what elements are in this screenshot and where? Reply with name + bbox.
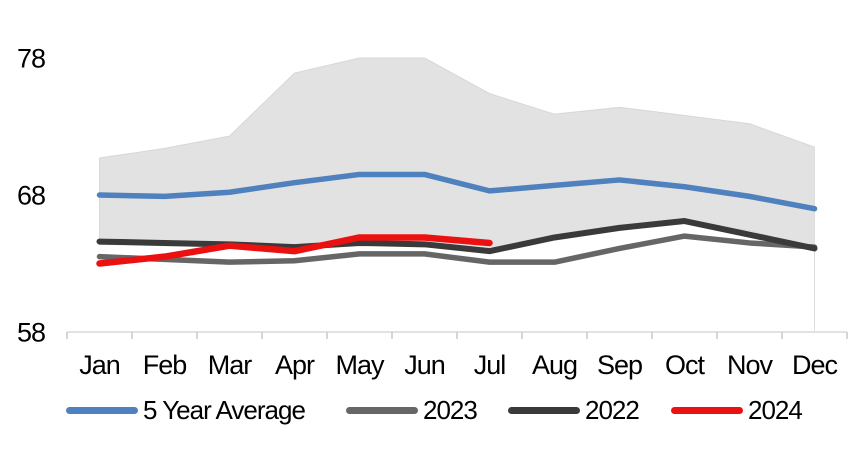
x-tick-label: Jul: [474, 350, 506, 380]
series-line-2023: [96, 233, 818, 265]
y-tick-label: 78: [17, 44, 45, 74]
legend-item-2023[interactable]: 2023: [346, 394, 478, 425]
legend-label-2024: 2024: [748, 394, 803, 425]
legend-item-5-year-average[interactable]: 5 Year Average: [66, 394, 306, 425]
x-tick-label: Jun: [404, 350, 445, 380]
x-tick-label: May: [335, 350, 385, 380]
legend-item-2024[interactable]: 2024: [671, 394, 803, 425]
y-tick-label: 68: [17, 181, 45, 211]
legend: 5 Year Average 2023 2022 2024: [0, 395, 852, 425]
x-tick-label: Aug: [532, 350, 577, 380]
x-tick-label: Oct: [665, 350, 706, 380]
legend-label-2023: 2023: [423, 394, 478, 425]
x-tick-label: Sep: [597, 350, 642, 380]
series-line-2022: [96, 218, 818, 255]
x-tick-label: Mar: [208, 350, 253, 380]
legend-swatch-2024: [671, 406, 743, 414]
x-tick-label: Apr: [275, 350, 315, 380]
x-tick-label: Nov: [727, 350, 774, 380]
legend-swatch-2023: [346, 406, 418, 414]
x-tick-label: Feb: [143, 350, 187, 380]
y-tick-label: 58: [17, 318, 45, 348]
legend-item-2022[interactable]: 2022: [508, 394, 640, 425]
x-tick-label: Dec: [792, 350, 838, 380]
legend-label-2022: 2022: [585, 394, 640, 425]
legend-swatch-5-year-average: [66, 406, 138, 414]
legend-label-5-year-average: 5 Year Average: [143, 394, 306, 425]
x-tick-label: Jan: [79, 350, 120, 380]
series-line-5-year-average: [96, 171, 818, 212]
series-line-2024: [96, 234, 493, 267]
legend-swatch-2022: [508, 406, 580, 414]
